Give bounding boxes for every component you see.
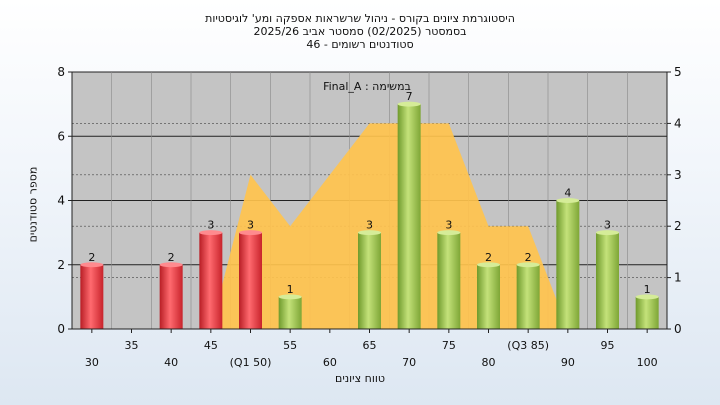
y2-tick-label-5: 5	[674, 65, 682, 79]
y-tick-label-8: 8	[57, 65, 65, 79]
bar-cap-12	[556, 198, 580, 203]
y2-tick-labels: 0 1 2 3 4 5	[667, 65, 682, 336]
bar-label-11: 2	[525, 251, 532, 264]
y-axis-label: מספר סטודנטים	[26, 166, 40, 243]
bar-cap-7	[358, 230, 381, 236]
bar-cap-13	[596, 230, 619, 236]
bar-label-0: 2	[88, 251, 95, 264]
bar-cap-8	[397, 101, 421, 107]
bar-label-2: 2	[168, 251, 175, 264]
x-tick-label-5: 55	[283, 339, 297, 352]
bar-cap-11	[516, 262, 540, 268]
x-tick-label-12: 90	[561, 356, 575, 369]
x-tick-label-9: 75	[442, 339, 456, 352]
bar-label-14: 1	[644, 283, 651, 296]
bar-13	[596, 232, 619, 329]
x-tick-label-2: 40	[164, 356, 178, 369]
y-tick-label-0: 0	[57, 322, 65, 336]
chart-title-line-3: סטודנטים רשומים - 46	[306, 38, 414, 51]
bar-11	[516, 264, 540, 329]
bar-cap-14	[635, 294, 659, 300]
x-tick-labels: 30 35 40 45 (Q1 50) 55 60 65 70 75 80 (Q3 85) 90 95 10…	[85, 329, 658, 369]
bar-7	[358, 232, 381, 329]
y2-tick-label-3: 3	[674, 168, 682, 182]
bar-label-8: 7	[406, 90, 413, 103]
y2-tick-label-0: 0	[674, 322, 682, 336]
bar-0	[80, 264, 104, 329]
x-tick-label-4: (Q1 50)	[230, 356, 272, 369]
bar-cap-4	[239, 230, 262, 236]
chart-title-line-2: בסמסטר (02/2025) סמסטר אביב 2025/26	[253, 25, 467, 38]
bar-2	[159, 264, 183, 329]
y2-tick-label-4: 4	[674, 116, 682, 130]
bar-label-4: 3	[247, 219, 254, 232]
y-tick-label-4: 4	[57, 194, 65, 208]
y2-tick-label-1: 1	[674, 271, 682, 285]
y-tick-labels: 0 2 4 6 8	[57, 65, 72, 336]
x-tick-label-14: 100	[637, 356, 658, 369]
bar-label-12: 4	[564, 187, 571, 200]
bar-3	[199, 232, 223, 329]
bar-14	[635, 296, 659, 329]
y-tick-label-2: 2	[57, 258, 65, 272]
bar-labels: 2 2 3 3 1 3 7 3 2 2 4 3 1	[88, 90, 650, 296]
bar-label-9: 3	[445, 219, 452, 232]
bar-label-7: 3	[366, 219, 373, 232]
bar-9	[437, 232, 461, 329]
x-axis-label: טווח ציונים	[335, 372, 385, 385]
bar-cap-5	[278, 294, 302, 300]
x-tick-label-13: 95	[601, 339, 615, 352]
x-tick-label-7: 65	[363, 339, 377, 352]
bar-4	[239, 232, 262, 329]
x-tick-label-0: 30	[85, 356, 99, 369]
x-tick-label-10: 80	[482, 356, 496, 369]
bar-cap-2	[159, 262, 183, 268]
x-tick-label-1: 35	[125, 339, 139, 352]
bar-cap-0	[80, 262, 104, 268]
bar-10	[477, 264, 500, 329]
bar-12	[556, 200, 580, 329]
bar-label-10: 2	[485, 251, 492, 264]
x-tick-label-8: 70	[402, 356, 416, 369]
y-tick-label-6: 6	[57, 129, 65, 143]
bar-label-13: 3	[604, 219, 611, 232]
bar-cap-10	[477, 262, 500, 268]
chart-title-line-1: היסטוגרמת ציונים בקורס - ניהול שרשראות א…	[205, 12, 515, 25]
area-series	[91, 123, 648, 330]
x-tick-label-11: (Q3 85)	[507, 339, 549, 352]
x-tick-label-3: 45	[204, 339, 218, 352]
bar-cap-3	[199, 230, 223, 236]
y2-tick-label-2: 2	[674, 219, 682, 233]
bar-label-3: 3	[207, 219, 214, 232]
bar-8	[397, 104, 421, 329]
bars	[80, 101, 659, 329]
bar-cap-9	[437, 230, 461, 236]
bar-5	[278, 296, 302, 329]
x-tick-label-6: 60	[323, 356, 337, 369]
bar-label-5: 1	[287, 283, 294, 296]
legend-label: Final_A : במשימה	[323, 80, 411, 93]
